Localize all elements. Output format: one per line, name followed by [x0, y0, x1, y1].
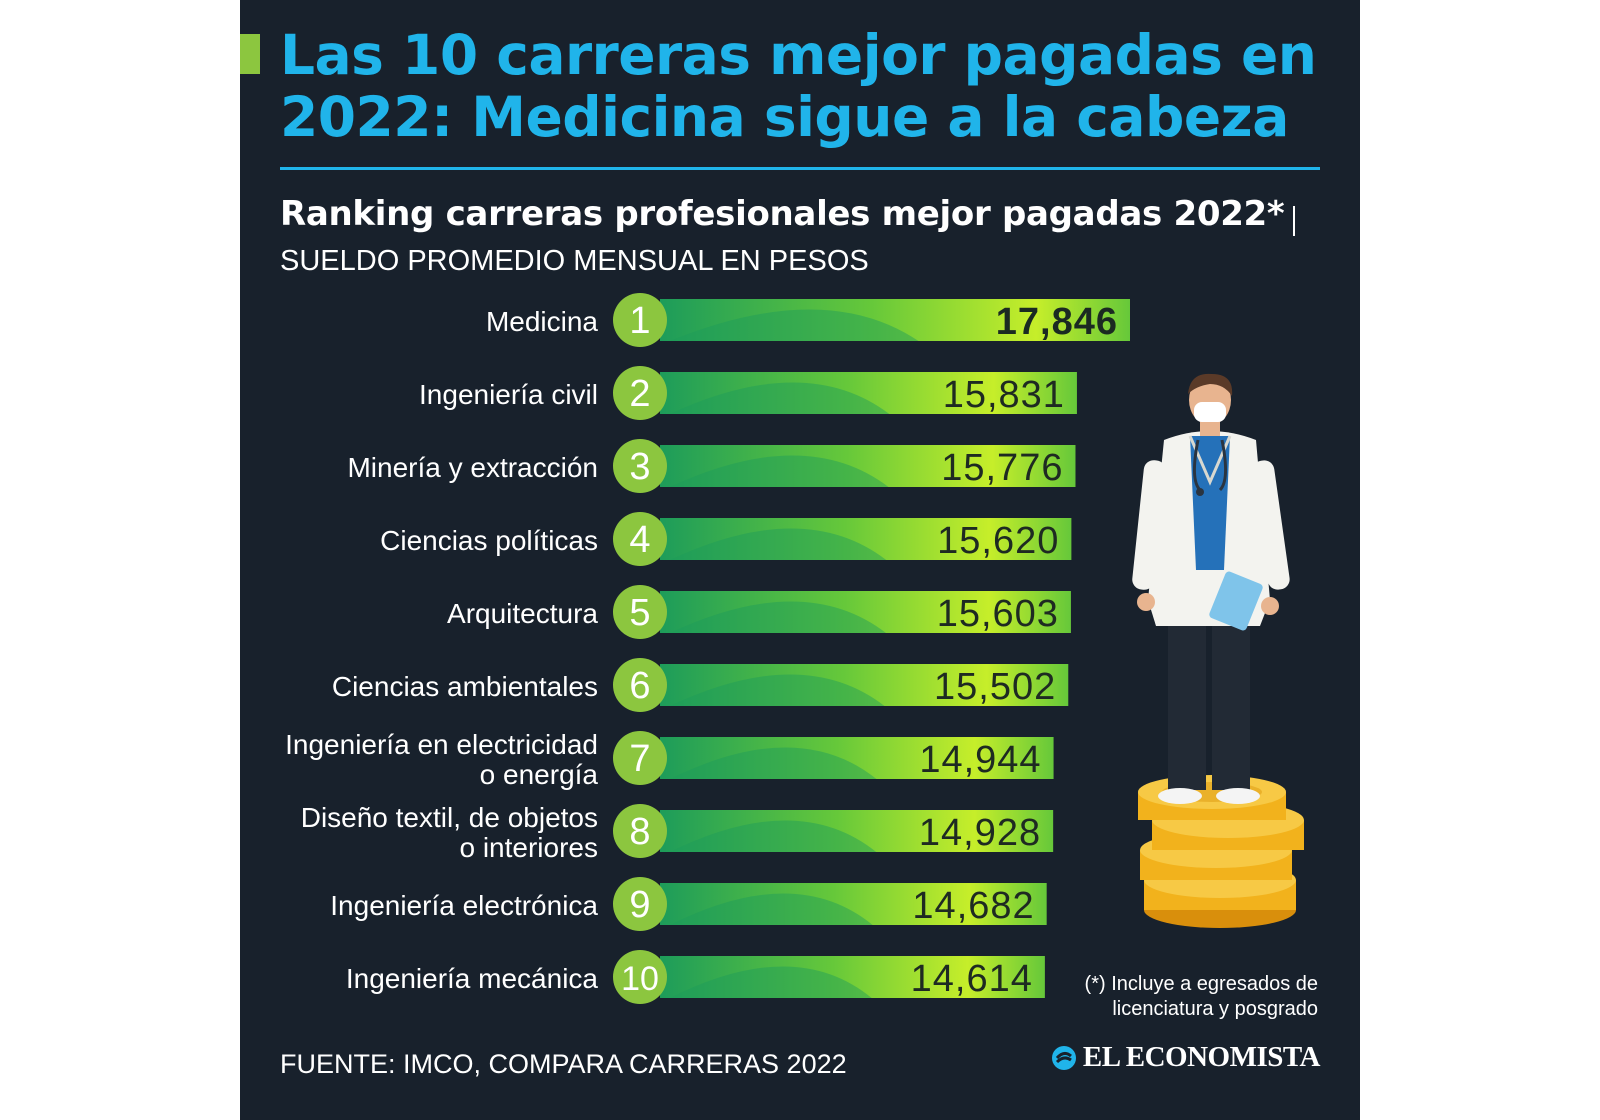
- rank-badge-4: [613, 512, 667, 566]
- category-label-line: Diseño textil, de objetos: [301, 802, 598, 833]
- bar-2: [660, 372, 1077, 414]
- category-label-9: Ingeniería electrónica: [330, 890, 598, 921]
- rank-badge-1: [613, 293, 667, 347]
- category-label-10: Ingeniería mecánica: [346, 963, 599, 994]
- value-label-5: 15,603: [937, 593, 1059, 635]
- bar-shade-3: [670, 455, 889, 487]
- rank-badge-6: [613, 658, 667, 712]
- bar-9: [660, 883, 1047, 925]
- rank-number-8: 8: [629, 811, 650, 853]
- bar-shade-10: [670, 966, 872, 998]
- bar-6: [660, 664, 1069, 706]
- category-label-4: Ciencias políticas: [380, 525, 598, 556]
- category-label-line: Medicina: [486, 306, 598, 337]
- bar-3: [660, 445, 1076, 487]
- chart-title: Ranking carreras profesionales mejor pag…: [280, 194, 1285, 234]
- value-label-9: 14,682: [912, 885, 1034, 927]
- category-label-line: Arquitectura: [447, 598, 598, 629]
- chart-subtitle: SUELDO PROMEDIO MENSUAL EN PESOS: [280, 245, 869, 277]
- bar-5: [660, 591, 1071, 633]
- doctor-illustration: [1132, 373, 1304, 928]
- value-label-6: 15,502: [934, 666, 1056, 708]
- rank-badge-9: [613, 877, 667, 931]
- brand-logo: EL ECONOMISTA: [1051, 1041, 1321, 1074]
- bar-chart: 1 17,846 Medicina 2 15,831 Ingeniería civil 3 1…: [285, 293, 1130, 1004]
- category-label-line: Ciencias ambientales: [332, 671, 598, 702]
- bar-shade-1: [670, 309, 919, 341]
- category-label-7: Ingeniería en electricidad o energía: [285, 729, 598, 790]
- rank-number-5: 5: [629, 592, 650, 634]
- category-label-line: Ingeniería mecánica: [346, 963, 599, 994]
- rank-number-7: 7: [629, 738, 650, 780]
- bar-1: [660, 299, 1130, 341]
- brand-name: EL ECONOMISTA: [1082, 1041, 1321, 1073]
- value-label-1: 17,846: [996, 301, 1118, 343]
- value-label-7: 14,944: [919, 739, 1041, 781]
- rank-number-3: 3: [629, 446, 650, 488]
- rank-number-6: 6: [629, 665, 650, 707]
- category-label-line: Minería y extracción: [347, 452, 598, 483]
- rank-number-4: 4: [629, 519, 650, 561]
- title-divider: [280, 167, 1320, 170]
- bar-8: [660, 810, 1054, 852]
- page-title: Las 10 carreras mejor pagadas en 2022: M…: [280, 23, 1317, 149]
- bar-10: [660, 956, 1045, 998]
- footnote: (*) Incluye a egresados de licenciatura …: [1084, 973, 1318, 1020]
- bar-7: [660, 737, 1054, 779]
- category-label-3: Minería y extracción: [347, 452, 598, 483]
- rank-number-9: 9: [629, 884, 650, 926]
- bar-shade-4: [670, 528, 887, 560]
- rank-badge-8: [613, 804, 667, 858]
- title-separator: [1293, 206, 1295, 236]
- rank-badge-7: [613, 731, 667, 785]
- bar-shade-2: [670, 382, 890, 414]
- doctor-icon: [1132, 373, 1290, 804]
- category-label-5: Arquitectura: [447, 598, 598, 629]
- value-label-3: 15,776: [941, 447, 1063, 489]
- bar-shade-7: [670, 747, 877, 779]
- bar-shade-9: [670, 893, 873, 925]
- category-label-line: o energía: [480, 759, 599, 790]
- rank-badge-5: [613, 585, 667, 639]
- el-economista-logo-icon: [1051, 1045, 1076, 1070]
- rank-number-1: 1: [629, 300, 650, 342]
- rank-badge-3: [613, 439, 667, 493]
- value-label-10: 14,614: [911, 958, 1033, 1000]
- bar-4: [660, 518, 1072, 560]
- bar-shade-5: [670, 601, 887, 633]
- rank-number-2: 2: [629, 373, 650, 415]
- source-credit: FUENTE: IMCO, COMPARA CARRERAS 2022: [280, 1049, 847, 1079]
- bar-shade-8: [670, 820, 877, 852]
- category-label-line: Ingeniería en electricidad: [285, 729, 598, 760]
- rank-badge-2: [613, 366, 667, 420]
- category-label-line: Ingeniería civil: [419, 379, 598, 410]
- category-label-6: Ciencias ambientales: [332, 671, 598, 702]
- category-label-line: Ciencias políticas: [380, 525, 598, 556]
- value-label-8: 14,928: [919, 812, 1041, 854]
- rank-badge-10: [613, 950, 667, 1004]
- rank-number-10: 10: [621, 960, 659, 998]
- value-label-4: 15,620: [937, 520, 1059, 562]
- bar-shade-6: [670, 674, 885, 706]
- category-label-8: Diseño textil, de objetos o interiores: [301, 802, 598, 863]
- value-label-2: 15,831: [943, 374, 1065, 416]
- title-accent-bar: [240, 34, 260, 74]
- category-label-line: o interiores: [459, 832, 598, 863]
- infographic-card: Las 10 carreras mejor pagadas en 2022: M…: [240, 0, 1360, 1120]
- category-label-line: Ingeniería electrónica: [330, 890, 598, 921]
- category-label-1: Medicina: [486, 306, 598, 337]
- category-label-2: Ingeniería civil: [419, 379, 598, 410]
